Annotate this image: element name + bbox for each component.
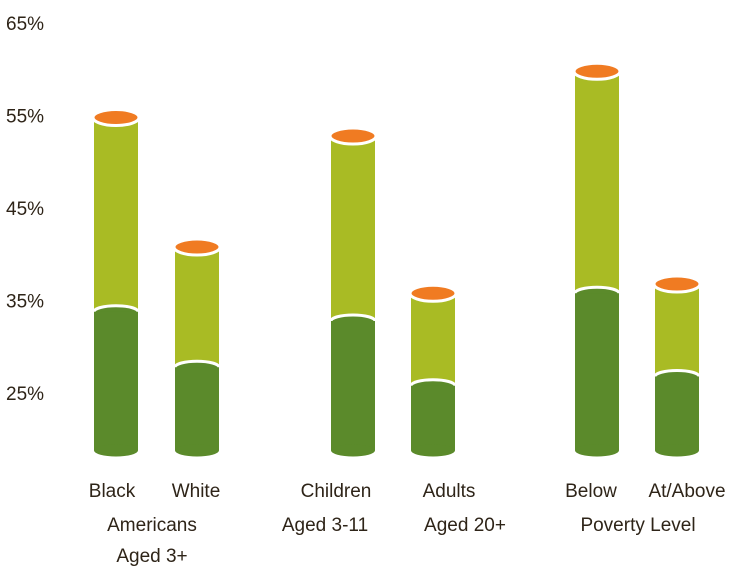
x-tick-label: Below	[565, 481, 617, 502]
x-tick-label: Black	[89, 481, 136, 502]
group-label: Aged 20+	[424, 515, 506, 536]
bar-segment	[331, 136, 375, 321]
bar-cap	[408, 283, 458, 303]
y-tick-label: 25%	[6, 384, 44, 405]
group-label: Aged 3-11	[282, 515, 368, 536]
bar-segment	[175, 247, 219, 368]
bar-cap	[572, 61, 622, 81]
bar-segment	[411, 385, 455, 451]
x-tick-label: Children	[301, 481, 372, 502]
y-tick-label: 45%	[6, 199, 44, 220]
y-tick-label: 55%	[6, 107, 44, 128]
bar-bottom	[94, 444, 138, 457]
y-tick-label: 65%	[6, 14, 44, 35]
group-label: Aged 3+	[116, 546, 187, 567]
x-tick-label: Adults	[423, 481, 476, 502]
y-tick-label: 35%	[6, 292, 44, 313]
bar-segment	[175, 367, 219, 451]
bar-cap	[91, 108, 141, 127]
bar-cap	[652, 274, 702, 294]
bar-bottom	[175, 444, 219, 457]
bar-bottom	[411, 444, 455, 457]
bar-bottom	[655, 444, 699, 457]
x-tick-label: White	[172, 481, 221, 502]
bar-cap	[172, 237, 222, 257]
x-tick-label: At/Above	[648, 481, 725, 502]
bar-segment	[94, 311, 138, 451]
bar-segment	[655, 376, 699, 451]
bar-segment	[411, 293, 455, 386]
bar-segment	[94, 117, 138, 312]
bar-cap	[328, 126, 378, 146]
bar-segment	[331, 321, 375, 451]
bar-segment	[575, 71, 619, 294]
bar-bottom	[331, 444, 375, 457]
bar-segment	[655, 284, 699, 377]
bar-segment	[575, 293, 619, 451]
group-label: Americans	[107, 515, 197, 536]
bar-bottom	[575, 444, 619, 457]
group-label: Poverty Level	[580, 515, 695, 536]
